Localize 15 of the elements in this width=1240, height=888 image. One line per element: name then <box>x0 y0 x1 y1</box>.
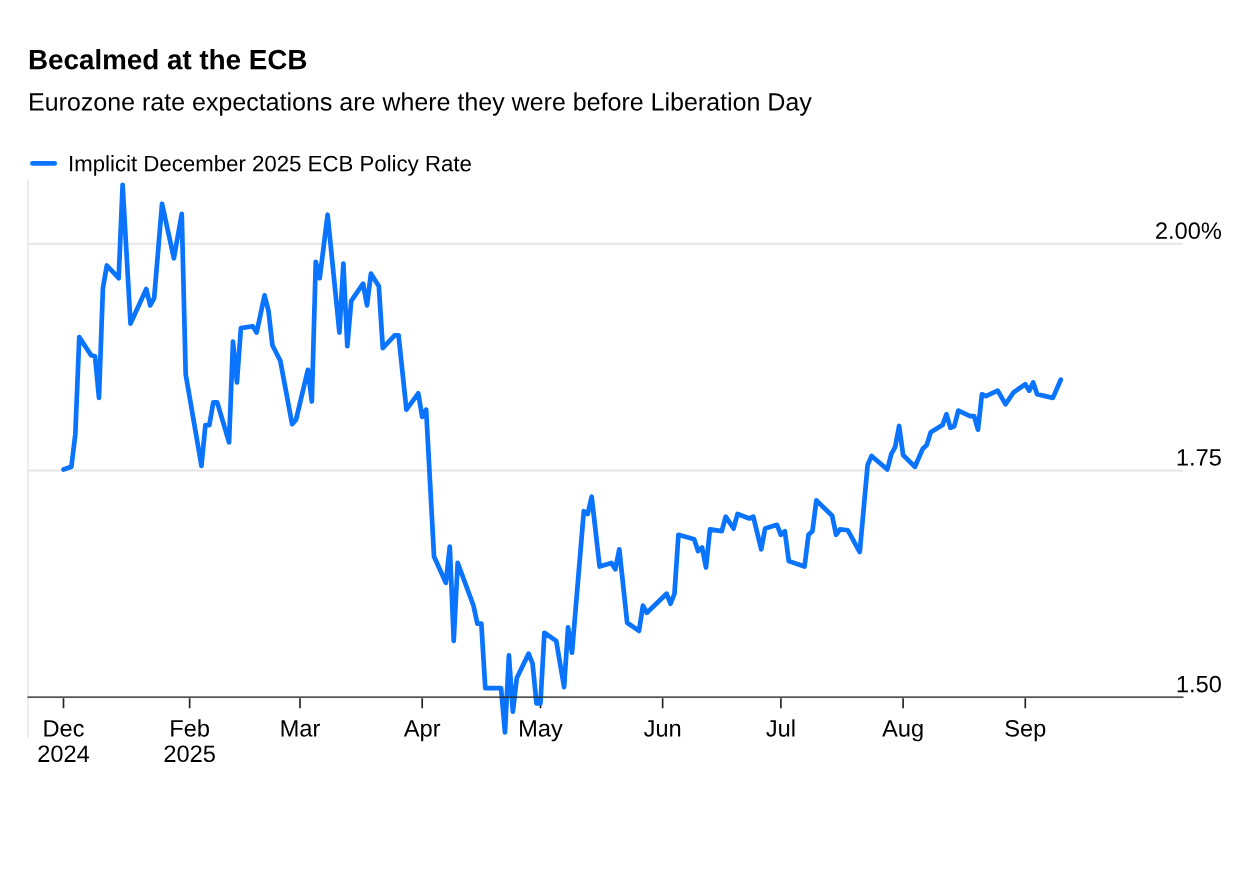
y-tick-label: 2.00% <box>1156 222 1222 240</box>
x-tick-label: May <box>520 720 563 742</box>
y-tick-label: 1.50 <box>1177 675 1221 693</box>
x-tick-label: Jun <box>643 720 681 737</box>
x-tick-label: Mar <box>281 720 320 737</box>
chart-subtitle: Eurozone rate expectations are where they were before Liberation Day <box>30 92 812 116</box>
x-tick-label: Feb 2025 <box>164 719 215 763</box>
x-tick-label: Dec 2024 <box>38 720 90 763</box>
chart-title: Becalmed at the ECB <box>29 49 307 70</box>
x-tick-label: Aug <box>882 720 923 742</box>
legend-label: Implicit December 2025 ECB Policy Rate <box>70 155 471 176</box>
y-tick-label: 1.75 <box>1177 449 1221 466</box>
x-tick-label: Jul <box>766 719 795 737</box>
x-tick-label: Apr <box>403 720 441 742</box>
x-tick-label: Sep <box>1005 719 1046 742</box>
